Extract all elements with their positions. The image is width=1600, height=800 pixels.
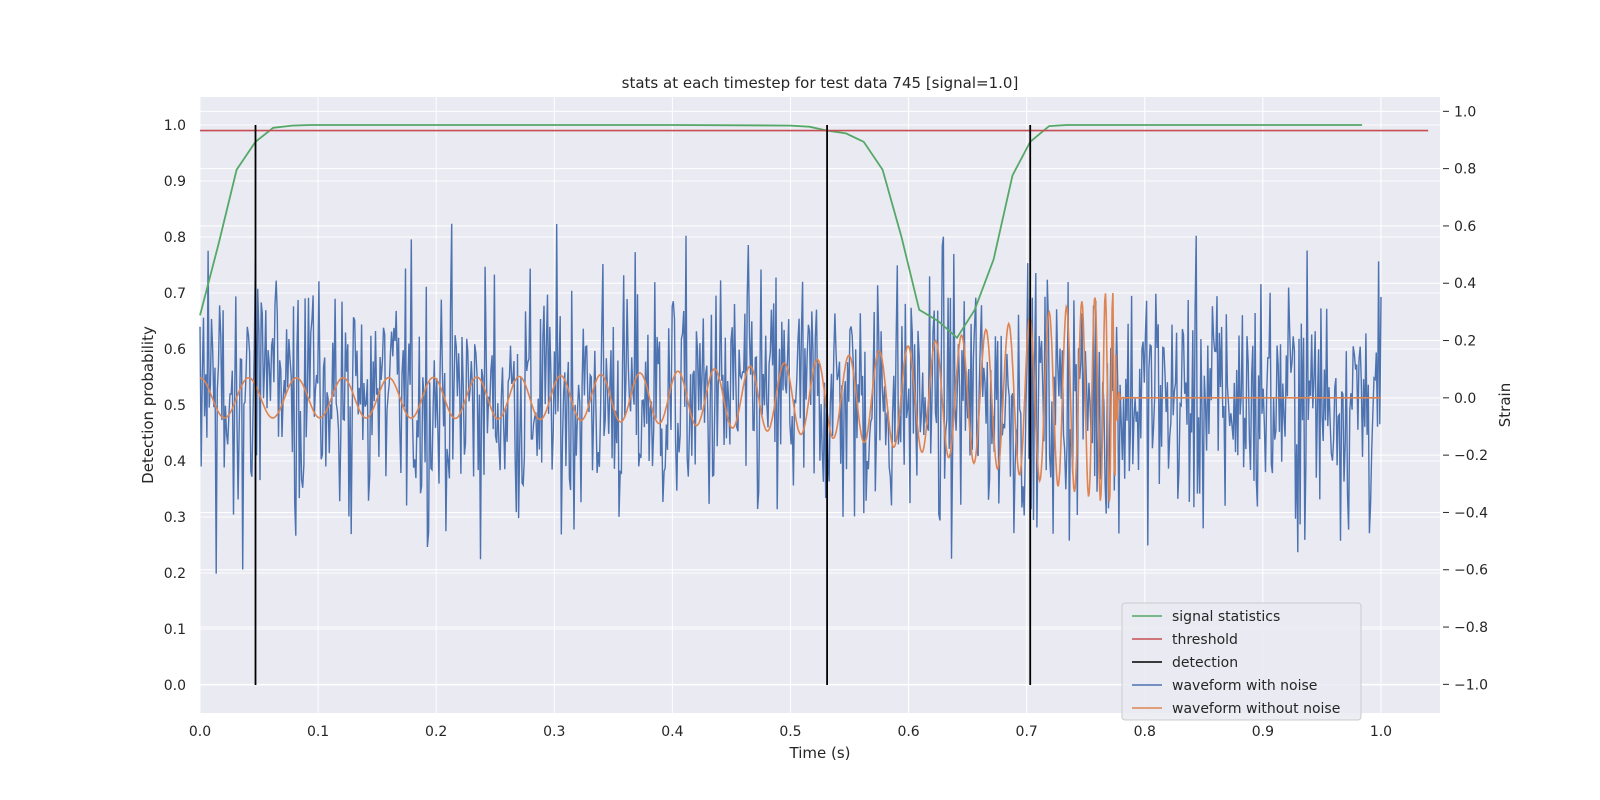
y-tick-label: 0.4 — [164, 454, 186, 470]
series-waveform-without-noise — [199, 292, 1381, 502]
x-tick-label: 0.4 — [661, 724, 683, 740]
legend-label-waveform-without-noise: waveform without noise — [1172, 701, 1340, 717]
y-axis-label: Detection probability — [139, 326, 157, 484]
y-tick-label: 1.0 — [164, 118, 186, 134]
y2-tick-label: −0.6 — [1454, 563, 1488, 579]
x-tick-label: 0.2 — [425, 724, 447, 740]
chart-title: stats at each timestep for test data 745… — [622, 74, 1019, 92]
y2-tick-label: 0.0 — [1454, 391, 1476, 407]
y-tick-label: 0.7 — [164, 286, 186, 302]
x-tick-label: 1.0 — [1370, 724, 1392, 740]
series-waveform-with-noise — [199, 223, 1382, 574]
y2-tick-label: −0.2 — [1454, 448, 1488, 464]
x-tick-label: 0.0 — [189, 724, 211, 740]
y-tick-label: 0.6 — [164, 342, 186, 358]
legend-label-signal-statistics: signal statistics — [1172, 609, 1280, 625]
y2-tick-label: 0.6 — [1454, 219, 1476, 235]
y-tick-label: 0.8 — [164, 230, 186, 246]
y-tick-label: 0.0 — [164, 678, 186, 694]
y2-tick-label: −1.0 — [1454, 677, 1488, 693]
x-tick-label: 0.9 — [1252, 724, 1274, 740]
y-ticks-right: −1.0 −0.8 −0.6 −0.4 −0.2 0.0 0.2 0.4 0.6 0.8 1.0 — [1443, 104, 1488, 693]
y2-tick-label: −0.8 — [1454, 620, 1488, 636]
x-tick-label: 0.5 — [779, 724, 801, 740]
x-tick-label: 0.7 — [1016, 724, 1038, 740]
y-tick-label: 0.3 — [164, 510, 186, 526]
series-signal-statistics — [199, 124, 1363, 340]
y-tick-label: 0.1 — [164, 622, 186, 638]
legend-label-threshold: threshold — [1172, 632, 1238, 648]
y-tick-label: 0.2 — [164, 566, 186, 582]
y2-tick-label: 0.2 — [1454, 334, 1476, 350]
y-tick-label: 0.5 — [164, 398, 186, 414]
x-axis-label: Time (s) — [789, 744, 851, 762]
y2-axis-label: Strain — [1496, 383, 1514, 427]
y2-tick-label: 0.8 — [1454, 162, 1476, 178]
x-tick-label: 0.1 — [307, 724, 329, 740]
series-layer — [199, 124, 1429, 685]
legend-label-detection: detection — [1172, 655, 1238, 671]
x-tick-label: 0.3 — [543, 724, 565, 740]
x-tick-label: 0.6 — [897, 724, 919, 740]
legend-label-waveform-with-noise: waveform with noise — [1172, 678, 1317, 694]
y-ticks-left: 0.0 0.1 0.2 0.3 0.4 0.5 0.6 0.7 0.8 0.9 1.0 — [164, 118, 186, 694]
y-tick-label: 0.9 — [164, 174, 186, 190]
x-ticks: 0.0 0.1 0.2 0.3 0.4 0.5 0.6 0.7 0.8 0.9 1.0 — [189, 724, 1392, 740]
y2-tick-label: −0.4 — [1454, 505, 1488, 521]
x-tick-label: 0.8 — [1134, 724, 1156, 740]
legend: signal statistics threshold detection wa… — [1121, 602, 1362, 721]
legend-box — [1121, 602, 1362, 721]
y2-tick-label: 1.0 — [1454, 104, 1476, 120]
y2-tick-label: 0.4 — [1454, 276, 1476, 292]
